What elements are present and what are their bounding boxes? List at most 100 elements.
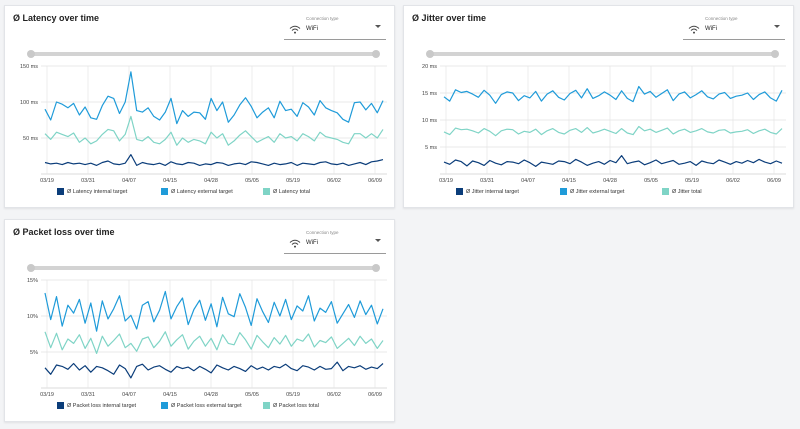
range-end-handle[interactable] [372,50,380,58]
packet-loss-title: Ø Packet loss over time [13,227,115,237]
chevron-down-icon [774,25,780,28]
connection-type-label: Connection type [306,230,339,235]
range-start-handle[interactable] [426,50,434,58]
x-tick-label: 06/02 [327,392,341,398]
chevron-down-icon [375,25,381,28]
y-tick-label: 20 ms [422,64,437,70]
connection-type-select[interactable]: Connection type WiFi [284,13,386,40]
legend-item-total[interactable]: Ø Latency total [263,188,310,195]
series-line-total [44,115,384,146]
legend-label: Ø Latency internal target [67,188,128,195]
legend-item-total[interactable]: Ø Packet loss total [263,402,319,409]
legend-item-internal[interactable]: Ø Jitter internal target [456,188,519,195]
connection-type-select[interactable]: Connection type WiFi [683,13,785,40]
legend-swatch [161,188,168,195]
range-start-handle[interactable] [27,50,35,58]
x-tick-label: 04/07 [122,392,136,398]
x-tick-label: 03/31 [480,178,494,184]
x-tick-label: 03/19 [439,178,453,184]
x-tick-label: 04/07 [521,178,535,184]
legend-swatch [560,188,567,195]
x-tick-label: 05/05 [245,178,259,184]
legend-label: Ø Packet loss total [273,402,319,409]
legend-label: Ø Latency total [273,188,310,195]
legend-swatch [263,402,270,409]
legend-swatch [57,188,64,195]
y-tick-label: 15 ms [422,91,437,97]
x-tick-label: 04/07 [122,178,136,184]
x-tick-label: 04/28 [204,178,218,184]
x-tick-label: 05/05 [245,392,259,398]
latency-card: Ø Latency over time Connection type WiFi… [4,5,395,208]
series-line-internal [44,361,384,379]
range-end-handle[interactable] [771,50,779,58]
date-range-slider[interactable] [426,50,779,58]
legend-item-total[interactable]: Ø Jitter total [662,188,702,195]
x-tick-label: 05/19 [685,178,699,184]
x-tick-label: 06/02 [327,178,341,184]
date-range-slider[interactable] [27,50,380,58]
packet-loss-chart: 5% 10% 15% 03/19 03/31 04/07 04/15 04/28 05/05 05… [27,278,387,398]
latency-title: Ø Latency over time [13,13,100,23]
x-tick-label: 04/28 [603,178,617,184]
legend-item-external[interactable]: Ø Jitter external target [560,188,624,195]
date-range-slider[interactable] [27,264,380,272]
x-tick-label: 04/15 [163,392,177,398]
y-tick-label: 10% [27,314,38,320]
range-end-handle[interactable] [372,264,380,272]
series-line-total [443,125,783,137]
x-tick-label: 03/31 [81,392,95,398]
jitter-legend: Ø Jitter internal target Ø Jitter externa… [404,188,793,198]
legend-label: Ø Jitter total [672,188,702,195]
x-tick-label: 04/28 [204,392,218,398]
connection-type-select[interactable]: Connection type WiFi [284,227,386,254]
legend-item-external[interactable]: Ø Packet loss external target [161,402,242,409]
y-tick-label: 5 ms [425,145,437,151]
x-tick-label: 06/09 [767,178,781,184]
series-line-external [443,85,783,104]
legend-swatch [456,188,463,195]
legend-swatch [263,188,270,195]
connection-type-label: Connection type [705,16,738,21]
legend-swatch [57,402,64,409]
jitter-card: Ø Jitter over time Connection type WiFi … [403,5,794,208]
range-start-handle[interactable] [27,264,35,272]
series-line-internal [443,155,783,167]
legend-swatch [662,188,669,195]
y-tick-label: 10 ms [422,118,437,124]
connection-type-value: WiFi [705,26,717,32]
x-tick-label: 05/19 [286,392,300,398]
y-tick-label: 15% [27,278,38,284]
x-tick-label: 03/31 [81,178,95,184]
y-tick-label: 50 ms [23,136,38,142]
legend-item-external[interactable]: Ø Latency external target [161,188,233,195]
packet-loss-legend: Ø Packet loss internal target Ø Packet lo… [5,402,394,412]
x-tick-label: 06/09 [368,178,382,184]
series-line-total [44,331,384,354]
series-line-internal [44,154,384,166]
x-tick-label: 03/19 [40,392,54,398]
legend-item-internal[interactable]: Ø Latency internal target [57,188,127,195]
legend-label: Ø Jitter internal target [466,188,519,195]
x-tick-label: 06/02 [726,178,740,184]
x-tick-label: 03/19 [40,178,54,184]
x-tick-label: 05/19 [286,178,300,184]
connection-type-value: WiFi [306,26,318,32]
legend-item-internal[interactable]: Ø Packet loss internal target [57,402,136,409]
jitter-title: Ø Jitter over time [412,13,487,23]
connection-type-value: WiFi [306,240,318,246]
x-tick-label: 04/15 [163,178,177,184]
legend-label: Ø Latency external target [171,188,233,195]
chevron-down-icon [375,239,381,242]
jitter-chart: 5 ms 10 ms 15 ms 20 ms 03/19 03/31 04/07 04/15 0… [422,64,786,184]
legend-swatch [161,402,168,409]
x-tick-label: 05/05 [644,178,658,184]
wifi-icon [289,235,301,253]
y-tick-label: 150 ms [20,64,38,70]
packet-loss-card: Ø Packet loss over time Connection type … [4,219,395,422]
legend-label: Ø Packet loss external target [171,402,242,409]
wifi-icon [289,21,301,39]
legend-label: Ø Packet loss internal target [67,402,137,409]
series-line-external [44,71,384,125]
y-tick-label: 100 ms [20,100,38,106]
